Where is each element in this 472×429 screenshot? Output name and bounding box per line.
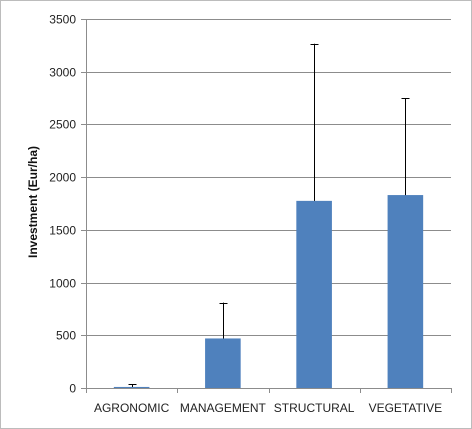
x-tick-label: MANAGEMENT [180, 401, 267, 415]
axes [86, 19, 451, 389]
y-tick-label: 2000 [49, 171, 76, 185]
y-axis-title: Investment (Eur/ha) [26, 146, 40, 258]
y-tick-label: 0 [69, 382, 76, 396]
error-bars [128, 43, 410, 387]
y-tick-label: 3500 [49, 13, 76, 27]
y-tick-label: 1000 [49, 277, 76, 291]
x-tick-labels: AGRONOMIC MANAGEMENT STRUCTURAL VEGETATIVE [94, 401, 442, 415]
y-tick-label: 2500 [49, 118, 76, 132]
y-tick-labels: 0 500 1000 1500 2000 2500 3000 3500 [49, 13, 76, 396]
bar [205, 338, 241, 388]
y-tick-label: 500 [56, 329, 76, 343]
bar [113, 386, 150, 388]
y-tick-label: 1500 [49, 224, 76, 238]
x-tick-label: STRUCTURAL [274, 401, 355, 415]
bars [113, 195, 424, 388]
bar [387, 195, 424, 388]
x-tick-label: AGRONOMIC [94, 401, 170, 415]
x-tick-label: VEGETATIVE [369, 401, 443, 415]
y-tick-label: 3000 [49, 66, 76, 80]
bar [296, 200, 332, 388]
